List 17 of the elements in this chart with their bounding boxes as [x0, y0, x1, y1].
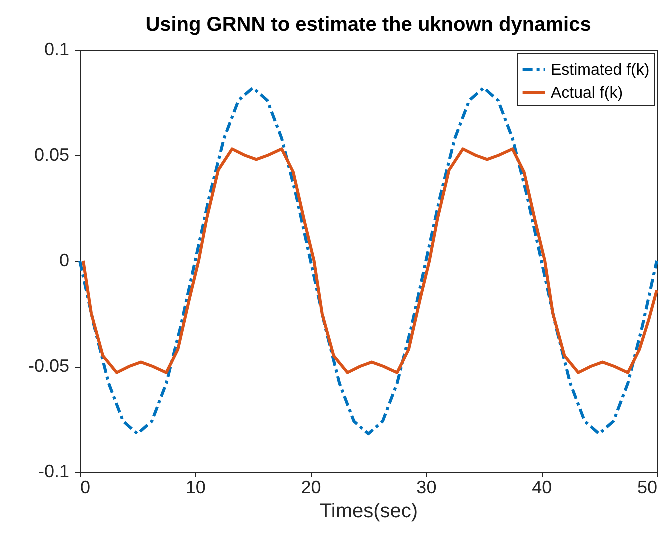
- y-tick-label: 0.05: [34, 145, 70, 165]
- x-tick-label: 20: [301, 478, 322, 498]
- x-tick-label: 10: [186, 478, 206, 498]
- x-tick-label: 40: [532, 478, 552, 498]
- line-series: [82, 148, 658, 374]
- x-tick-label: 30: [416, 478, 437, 498]
- x-tick-label: 50: [637, 478, 658, 498]
- legend-label: Estimated f(k): [551, 62, 650, 79]
- chart-title: Using GRNN to estimate the uknown dynamics: [146, 14, 592, 36]
- y-tick-label: 0: [59, 250, 70, 270]
- y-tick-label: -0.05: [28, 356, 70, 376]
- y-tick-label: 0.1: [44, 40, 70, 60]
- legend-label: Actual f(k): [551, 85, 624, 102]
- line-series: [78, 86, 658, 436]
- y-tick-label: -0.1: [38, 462, 70, 482]
- x-axis-title: Times(sec): [320, 500, 418, 522]
- x-tick-label: 0: [80, 478, 91, 498]
